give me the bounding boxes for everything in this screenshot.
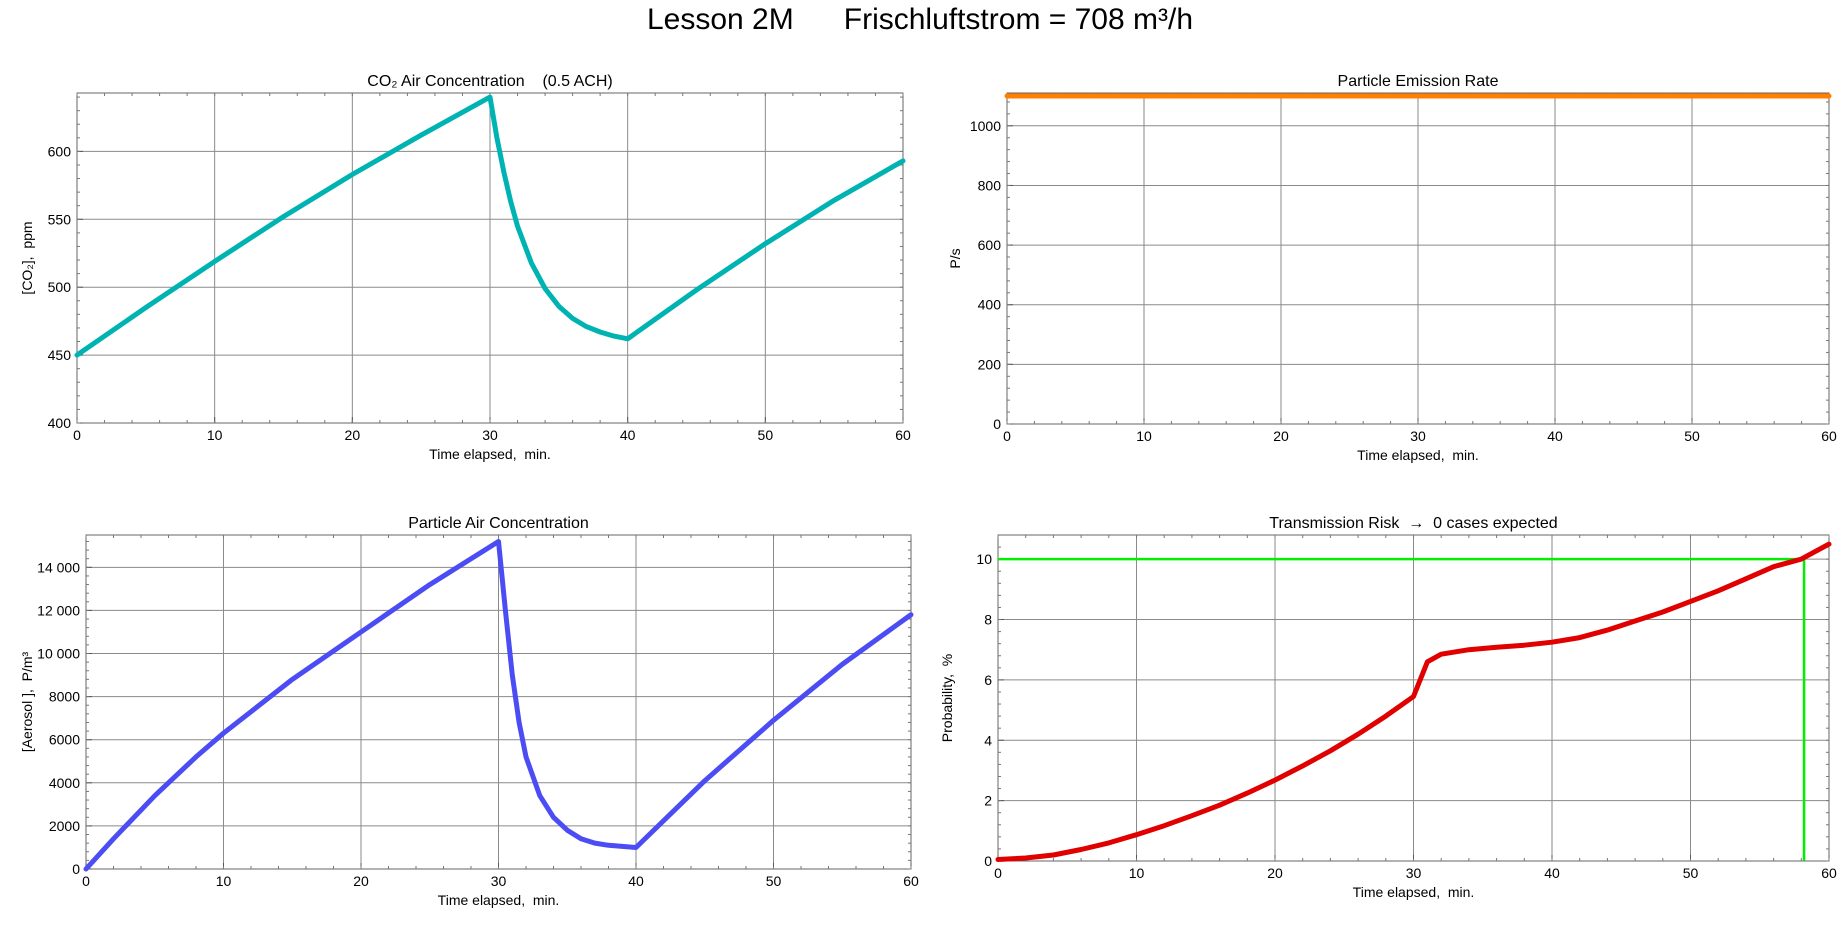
x-tick-label: 40 [1544,865,1560,881]
risk-series-line [995,541,1832,862]
x-tick-label: 50 [1684,428,1700,444]
x-tick-label: 50 [758,427,774,443]
y-tick-label: 0 [984,853,992,869]
y-tick-label: 450 [48,347,72,363]
x-tick-label: 20 [353,873,369,889]
transmission-risk-chart: 0 10 20 30 40 50 60 0 2 4 6 8 10 Transmission Risk → … [939,515,1837,900]
x-tick-label: 10 [1129,865,1145,881]
fresh-air-flow-label: Frischluftstrom = 708 m³/h [843,3,1194,36]
y-axis-label: Probability, % [939,654,955,742]
x-tick-label: 10 [1136,428,1152,444]
x-tick-label: 0 [82,873,90,889]
y-axis-label: P/s [947,248,963,268]
y-tick-label: 400 [978,297,1002,313]
aerosol-series-line [83,539,914,872]
y-tick-label: 10 000 [37,646,80,662]
x-tick-label: 10 [216,873,232,889]
y-tick-label: 500 [48,279,72,295]
y-tick-label: 4000 [49,775,80,791]
x-tick-label: 0 [994,865,1002,881]
y-tick-label: 0 [72,861,80,877]
chart-title: Transmission Risk → 0 cases expected [1269,515,1557,532]
x-axis-label: Time elapsed, min. [1357,447,1479,463]
x-axis-label: Time elapsed, min. [1353,884,1475,900]
x-tick-label: 20 [1267,865,1283,881]
y-tick-label: 6 [984,672,992,688]
y-tick-label: 10 [976,551,992,567]
y-tick-label: 550 [48,211,72,227]
x-tick-label: 60 [895,427,911,443]
x-tick-label: 50 [1683,865,1699,881]
y-axis-label: [CO₂], ppm [19,221,35,294]
co2-concentration-chart: 0 10 20 30 40 50 60 400 450 500 550 600 CO₂ Air Conc… [19,73,911,462]
x-tick-label: 60 [1821,428,1837,444]
y-tick-label: 200 [978,356,1002,372]
page-title: Lesson 2M Frischluftstrom = 708 m³/h [0,0,1840,40]
particle-concentration-chart: 0 10 20 30 40 50 60 0 2000 4000 6000 8000 10 000 12 0… [19,515,919,908]
x-tick-label: 20 [1273,428,1289,444]
lesson-label: Lesson 2M [646,3,794,36]
y-tick-label: 800 [978,177,1002,193]
x-tick-label: 30 [1406,865,1422,881]
y-tick-label: 14 000 [37,559,80,575]
x-tick-label: 50 [766,873,782,889]
x-tick-label: 0 [1003,428,1011,444]
y-tick-label: 8000 [49,689,80,705]
x-tick-label: 40 [628,873,644,889]
x-tick-label: 40 [1547,428,1563,444]
co2-series-line [74,94,906,358]
y-tick-label: 0 [993,416,1001,432]
x-tick-label: 20 [345,427,361,443]
y-tick-label: 6000 [49,732,80,748]
x-tick-label: 10 [207,427,223,443]
y-tick-label: 2 [984,793,992,809]
y-tick-label: 600 [48,143,72,159]
y-tick-label: 4 [984,732,992,748]
y-tick-label: 600 [978,237,1002,253]
x-axis-label: Time elapsed, min. [429,446,551,462]
chart-title: Particle Air Concentration [408,515,589,532]
x-tick-label: 30 [482,427,498,443]
y-tick-label: 12 000 [37,602,80,618]
y-tick-label: 400 [48,415,72,431]
x-tick-label: 30 [491,873,507,889]
y-tick-label: 2000 [49,818,80,834]
chart-title: CO₂ Air Concentration (0.5 ACH) [367,73,612,90]
y-axis-label: [Aerosol ], P/m³ [19,651,35,752]
x-tick-label: 40 [620,427,636,443]
y-tick-label: 8 [984,612,992,628]
x-tick-label: 60 [903,873,919,889]
x-tick-label: 60 [1821,865,1837,881]
chart-title: Particle Emission Rate [1338,73,1499,90]
x-axis-label: Time elapsed, min. [438,892,560,908]
x-tick-label: 30 [1410,428,1426,444]
x-tick-label: 0 [73,427,81,443]
y-tick-label: 1000 [970,118,1001,134]
